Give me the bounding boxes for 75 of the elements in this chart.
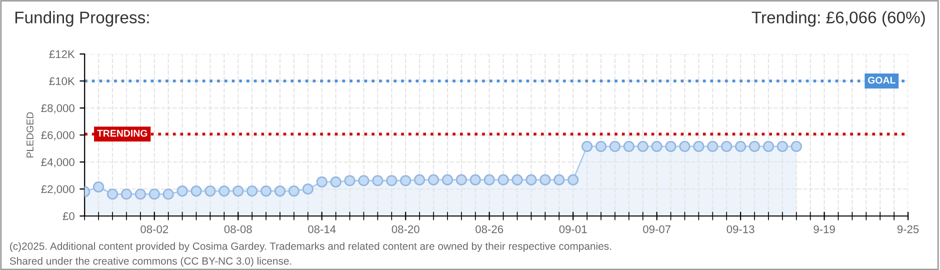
ref-line-label: TRENDING bbox=[97, 130, 148, 137]
point bbox=[554, 174, 565, 186]
point bbox=[470, 174, 481, 186]
x-tick-label: 08-02 bbox=[140, 225, 168, 234]
point bbox=[246, 185, 258, 197]
point bbox=[400, 175, 412, 186]
point bbox=[484, 174, 495, 186]
point bbox=[260, 185, 272, 197]
point bbox=[679, 140, 690, 152]
point bbox=[637, 140, 648, 152]
chart-subtitle: Trending: £6,066 (60%) bbox=[752, 11, 925, 27]
point bbox=[162, 188, 174, 200]
point bbox=[581, 140, 593, 152]
x-tick-label: 08-14 bbox=[308, 225, 336, 234]
point bbox=[93, 181, 104, 193]
point bbox=[302, 183, 314, 195]
point bbox=[176, 185, 188, 197]
point bbox=[526, 174, 537, 186]
y-tick-label: £2,000 bbox=[41, 185, 74, 194]
point bbox=[414, 174, 426, 186]
y-tick-label: £4,000 bbox=[41, 158, 74, 168]
point bbox=[372, 175, 384, 186]
y-tick-label: £8,000 bbox=[41, 104, 74, 114]
y-tick-label: £0 bbox=[62, 212, 74, 220]
y-tick-label: £6,000 bbox=[41, 131, 74, 140]
point bbox=[148, 188, 160, 200]
x-tick-label: 9-25 bbox=[897, 225, 919, 234]
x-tick-label: 08-20 bbox=[392, 225, 420, 234]
point bbox=[316, 176, 328, 188]
point bbox=[651, 140, 662, 152]
ref-line-label: GOAL bbox=[868, 76, 896, 84]
point bbox=[790, 140, 802, 152]
point bbox=[134, 188, 146, 200]
point bbox=[386, 175, 398, 186]
point bbox=[623, 140, 634, 152]
point bbox=[693, 140, 704, 152]
point bbox=[776, 140, 788, 152]
point bbox=[456, 174, 467, 186]
point bbox=[232, 185, 244, 197]
point bbox=[344, 175, 356, 186]
y-axis-title: PLEDGED bbox=[26, 112, 34, 158]
point bbox=[218, 185, 230, 197]
y-tick-label: £10K bbox=[49, 77, 75, 86]
point bbox=[330, 176, 342, 188]
point bbox=[204, 185, 216, 197]
x-tick-label: 09-13 bbox=[726, 225, 754, 234]
x-tick-label: 09-01 bbox=[559, 225, 587, 234]
point bbox=[748, 140, 760, 152]
text: (c)2025. Additional content provided by Cosima Gardey. Trademarks and related content are owned by their respective companies. bbox=[10, 242, 612, 252]
point bbox=[568, 174, 579, 186]
point bbox=[721, 140, 732, 152]
y-tick-label: £12K bbox=[49, 50, 75, 58]
point bbox=[512, 174, 523, 186]
x-tick-label: 09-07 bbox=[643, 225, 670, 234]
point bbox=[707, 140, 718, 152]
text: Shared under the creative commons (CC BY-NC 3.0) license. bbox=[10, 257, 292, 267]
chart-title: Funding Progress: bbox=[15, 11, 149, 27]
point bbox=[665, 140, 676, 152]
point bbox=[498, 174, 509, 186]
point bbox=[595, 140, 607, 152]
point bbox=[120, 188, 132, 200]
x-tick-label: 08-08 bbox=[224, 225, 252, 234]
point bbox=[106, 188, 118, 200]
point bbox=[540, 174, 551, 186]
x-tick-label: 9-19 bbox=[814, 225, 835, 234]
point bbox=[442, 174, 454, 186]
point bbox=[288, 185, 300, 197]
point bbox=[190, 185, 202, 197]
point bbox=[762, 140, 774, 152]
point bbox=[609, 140, 621, 152]
point bbox=[274, 185, 286, 197]
point bbox=[358, 175, 370, 186]
point bbox=[735, 140, 746, 152]
x-tick-label: 08-26 bbox=[476, 225, 504, 234]
point bbox=[428, 174, 440, 186]
